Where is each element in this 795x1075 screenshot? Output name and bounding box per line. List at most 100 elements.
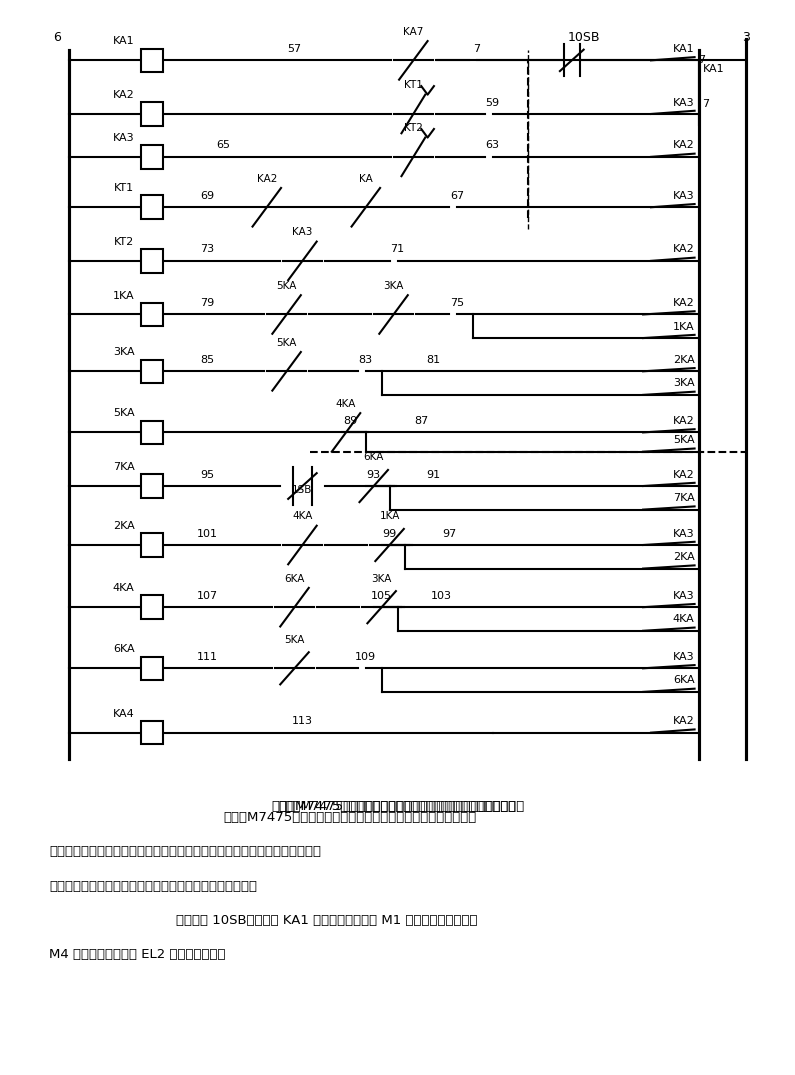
- Text: KA3: KA3: [673, 651, 695, 662]
- Text: 85: 85: [200, 355, 215, 364]
- Text: KA2: KA2: [673, 141, 695, 151]
- Text: 67: 67: [450, 191, 464, 201]
- Text: 所示是M7475型立轴圆台平面磨床的退磁电路。当工件磨好后，需: 所示是M7475型立轴圆台平面磨床的退磁电路。当工件磨好后，需: [223, 811, 476, 823]
- Text: KA1: KA1: [113, 37, 134, 46]
- Text: 所示是M7475型立轴圆台平面磨床的退磁电路。当工件磨好后，需: 所示是M7475型立轴圆台平面磨床的退磁电路。当工件磨好后，需: [279, 800, 516, 813]
- Text: 101: 101: [197, 529, 218, 539]
- Bar: [141, 145, 163, 169]
- Text: 2KA: 2KA: [673, 355, 695, 364]
- Text: KA3: KA3: [293, 227, 312, 238]
- Text: 4KA: 4KA: [293, 512, 312, 521]
- Text: 113: 113: [292, 716, 313, 727]
- Text: KT2: KT2: [404, 124, 423, 133]
- Text: KA1: KA1: [673, 44, 695, 54]
- Text: 6KA: 6KA: [673, 675, 695, 686]
- Text: KT2: KT2: [114, 236, 134, 247]
- Bar: [141, 303, 163, 327]
- Text: 75: 75: [450, 298, 464, 309]
- Text: 2KA: 2KA: [113, 521, 134, 531]
- Text: KA2: KA2: [113, 90, 134, 100]
- Text: 69: 69: [200, 191, 215, 201]
- Text: 4KA: 4KA: [113, 584, 134, 593]
- Text: 83: 83: [359, 355, 373, 364]
- Text: KA2: KA2: [673, 244, 695, 255]
- Text: 3KA: 3KA: [383, 281, 404, 291]
- Text: KT1: KT1: [114, 184, 134, 194]
- Text: 5KA: 5KA: [285, 634, 304, 645]
- Text: 2KA: 2KA: [673, 553, 695, 562]
- Text: 59: 59: [486, 98, 499, 108]
- Text: 1KA: 1KA: [113, 290, 134, 301]
- Text: 所示是M7475型立轴圆台平面磨床的退磁电路。当工件磨好后，需: 所示是M7475型立轴圆台平面磨床的退磁电路。当工件磨好后，需: [271, 800, 524, 813]
- Text: 5KA: 5KA: [113, 408, 134, 418]
- Bar: [141, 596, 163, 619]
- Text: 7KA: 7KA: [673, 493, 695, 503]
- Text: 57: 57: [288, 44, 301, 54]
- Text: 63: 63: [486, 141, 499, 151]
- Text: 6KA: 6KA: [285, 574, 304, 584]
- Text: KA2: KA2: [673, 716, 695, 727]
- Text: 99: 99: [382, 529, 397, 539]
- Bar: [141, 196, 163, 219]
- Text: KA2: KA2: [673, 416, 695, 426]
- Text: KA3: KA3: [673, 591, 695, 601]
- Text: 79: 79: [200, 298, 215, 309]
- Text: 3KA: 3KA: [371, 574, 392, 584]
- Text: KA7: KA7: [403, 27, 424, 37]
- Bar: [141, 48, 163, 72]
- Text: 111: 111: [197, 651, 218, 662]
- Text: 7: 7: [699, 55, 706, 66]
- Text: 步串入越来越大的电阔，达到退磁并且是良好退磁之目的。: 步串入越来越大的电阔，达到退磁并且是良好退磁之目的。: [49, 879, 257, 892]
- Text: 1KA: 1KA: [379, 512, 400, 521]
- Text: M4 停止运转，指示灯 EL2 发光表示退磁。: M4 停止运转，指示灯 EL2 发光表示退磁。: [49, 948, 226, 961]
- Text: 3KA: 3KA: [113, 347, 134, 357]
- Text: 3: 3: [742, 31, 750, 44]
- Text: 95: 95: [200, 470, 215, 479]
- Bar: [141, 102, 163, 126]
- Text: 3KA: 3KA: [673, 378, 695, 388]
- Text: 97: 97: [442, 529, 456, 539]
- Text: KA3: KA3: [673, 98, 695, 108]
- Text: KA3: KA3: [113, 133, 134, 143]
- Text: 6KA: 6KA: [363, 453, 384, 462]
- Text: 6: 6: [53, 31, 60, 44]
- Text: 4KA: 4KA: [335, 399, 356, 408]
- Text: 4KA: 4KA: [673, 614, 695, 625]
- Bar: [141, 359, 163, 383]
- Bar: [141, 420, 163, 444]
- Text: KA2: KA2: [673, 470, 695, 479]
- Text: 73: 73: [200, 244, 215, 255]
- Text: 89: 89: [343, 416, 357, 426]
- Bar: [141, 657, 163, 680]
- Text: 107: 107: [197, 591, 218, 601]
- Text: KA4: KA4: [113, 708, 134, 719]
- Text: 103: 103: [431, 591, 452, 601]
- Text: KA3: KA3: [673, 191, 695, 201]
- Bar: [141, 721, 163, 745]
- Text: 按下按鈕 10SB，继电器 KA1 接通，砂轮电动机 M1 和旋转工作台电动机: 按下按鈕 10SB，继电器 KA1 接通，砂轮电动机 M1 和旋转工作台电动机: [176, 914, 477, 927]
- Text: 91: 91: [426, 470, 440, 479]
- Text: 5KA: 5KA: [277, 281, 297, 291]
- Text: 65: 65: [216, 141, 231, 151]
- Text: KA2: KA2: [257, 174, 277, 184]
- Text: 1KA: 1KA: [673, 321, 695, 331]
- Text: 5KA: 5KA: [673, 435, 695, 445]
- Bar: [141, 474, 163, 498]
- Text: 7: 7: [473, 44, 480, 54]
- Text: 7KA: 7KA: [113, 462, 134, 472]
- Text: 109: 109: [355, 651, 376, 662]
- Bar: [141, 533, 163, 557]
- Text: 87: 87: [414, 416, 429, 426]
- Text: 1SB: 1SB: [293, 485, 312, 494]
- Text: KA2: KA2: [673, 298, 695, 309]
- Text: 5KA: 5KA: [277, 338, 297, 347]
- Text: 105: 105: [371, 591, 392, 601]
- Text: KT1: KT1: [404, 81, 423, 90]
- Bar: [141, 249, 163, 273]
- Text: 7: 7: [703, 99, 710, 109]
- Text: 要退磁时，退磁继电器动作，正、反接吸盘电源，能将吸盘磁分子打乱，并逐: 要退磁时，退磁继电器动作，正、反接吸盘电源，能将吸盘磁分子打乱，并逐: [49, 845, 321, 858]
- Text: 10SB: 10SB: [568, 31, 600, 44]
- Text: 71: 71: [390, 244, 405, 255]
- Text: KA3: KA3: [673, 529, 695, 539]
- Text: 93: 93: [366, 470, 381, 479]
